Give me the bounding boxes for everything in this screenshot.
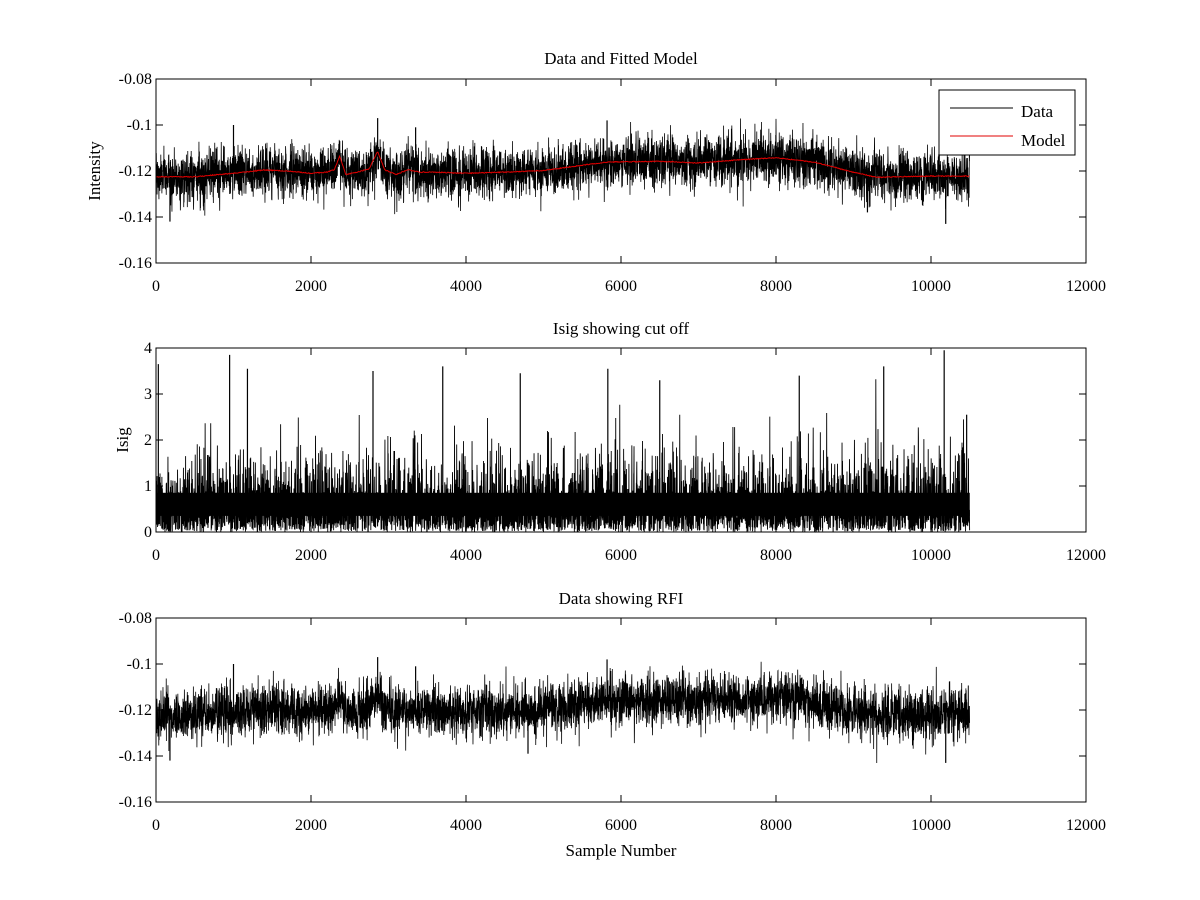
x-tick-label: 8000 (760, 278, 792, 295)
y-tick-label: -0.1 (127, 656, 152, 673)
x-tick-label: 10000 (911, 278, 951, 295)
y-tick-label: -0.14 (119, 209, 152, 226)
y-tick-label: -0.16 (119, 255, 152, 272)
x-tick-label: 10000 (911, 547, 951, 564)
series-line-data (155, 118, 970, 216)
x-tick-label: 4000 (450, 817, 482, 834)
legend: Data Model (938, 89, 1076, 156)
x-tick-label: 0 (152, 817, 160, 834)
legend-label-data: Data (1021, 102, 1054, 121)
x-tick-label: 12000 (1066, 817, 1106, 834)
legend-label-model: Model (1021, 131, 1066, 150)
x-tick-label: 8000 (760, 547, 792, 564)
y-tick-label: 4 (144, 340, 152, 357)
x-tick-label: 4000 (450, 278, 482, 295)
y-tick-label: -0.16 (119, 794, 152, 811)
panel-rfi: Data showing RFI 0 2000 4000 6000 8000 10000 1… (119, 589, 1106, 860)
panel-data-and-model: Data and Fitted Model Intensity 0 2000 400… (85, 49, 1106, 295)
y-tick-label: 2 (144, 432, 152, 449)
x-tick-label: 12000 (1066, 278, 1106, 295)
series-line-model (155, 151, 970, 179)
panel-title: Data and Fitted Model (544, 49, 698, 68)
isig-dense-band (156, 492, 970, 516)
y-tick-label: -0.08 (119, 610, 152, 627)
plot-area (155, 657, 970, 763)
x-tick-label: 6000 (605, 817, 637, 834)
y-axis-label: Intensity (85, 141, 104, 201)
plot-area (155, 118, 970, 224)
x-tick-label: 4000 (450, 547, 482, 564)
x-tick-label: 0 (152, 547, 160, 564)
x-tick-label: 10000 (911, 817, 951, 834)
y-tick-label: -0.08 (119, 71, 152, 88)
x-axis-label: Sample Number (566, 841, 677, 860)
axis-ticks: 0 2000 4000 6000 8000 10000 12000 -0.16 -0.14 -0.… (119, 610, 1106, 834)
x-tick-label: 6000 (605, 547, 637, 564)
panel-title: Isig showing cut off (553, 319, 689, 338)
y-tick-label: -0.14 (119, 748, 152, 765)
x-tick-label: 6000 (605, 278, 637, 295)
legend-box (938, 89, 1076, 156)
y-axis-label: Isig (113, 427, 132, 453)
x-tick-label: 2000 (295, 817, 327, 834)
axis-ticks: 0 2000 4000 6000 8000 10000 12000 -0.16 -0.14 -0.… (119, 71, 1106, 295)
plot-area (155, 350, 971, 533)
panel-isig: Isig showing cut off Isig 0 2000 4000 6000 8… (113, 319, 1106, 564)
x-tick-label: 0 (152, 278, 160, 295)
y-tick-label: 3 (144, 386, 152, 403)
panel-title: Data showing RFI (559, 589, 684, 608)
y-tick-label: 0 (144, 524, 152, 541)
axis-ticks: 0 2000 4000 6000 8000 10000 12000 0 1 2 3 4 (144, 340, 1106, 564)
x-tick-label: 2000 (295, 278, 327, 295)
x-tick-label: 8000 (760, 817, 792, 834)
x-tick-label: 12000 (1066, 547, 1106, 564)
y-tick-label: -0.1 (127, 117, 152, 134)
y-tick-label: -0.12 (119, 163, 152, 180)
y-tick-label: 1 (144, 478, 152, 495)
series-line-data (155, 661, 970, 763)
x-tick-label: 2000 (295, 547, 327, 564)
y-tick-label: -0.12 (119, 702, 152, 719)
